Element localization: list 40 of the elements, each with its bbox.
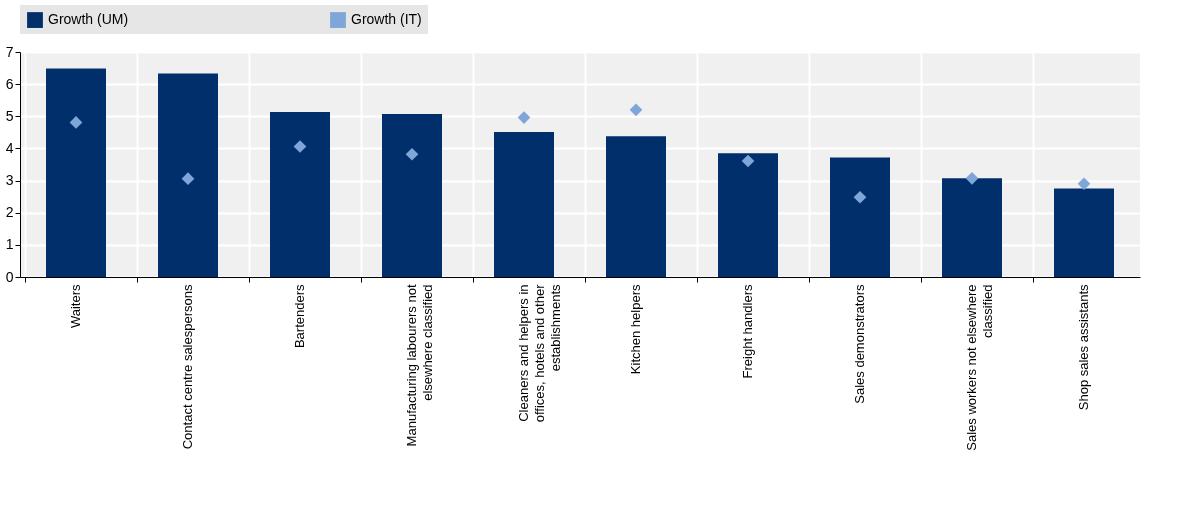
point [517,111,531,124]
point [181,172,195,185]
legend-label: Growth (IT) [351,11,422,28]
point [293,140,307,153]
x-tick-label: Sales demonstrators [852,284,867,404]
point [629,103,643,117]
bar [942,178,1002,277]
legend-label: Growth (UM) [48,11,129,28]
y-tick-label: 5 [5,107,14,124]
bar [270,112,330,277]
point [741,154,755,168]
bar [46,68,106,277]
y-tick-label: 7 [5,43,14,60]
bar [158,73,218,277]
bar [606,136,666,277]
x-tick-label: Manufacturing labourers not elsewhere classified [404,284,435,447]
bar [718,153,778,277]
point [1077,177,1091,191]
y-tick-label: 4 [5,139,14,156]
x-tick-label: Kitchen helpers [628,284,643,375]
y-tick-label: 1 [5,236,14,253]
bar [830,157,890,277]
bar [494,132,554,277]
y-tick-label: 0 [5,268,14,285]
x-tick-label: Waiters [68,284,83,329]
point [965,172,979,185]
y-tick-label: 3 [5,172,14,189]
bar [382,114,442,277]
point [853,190,867,204]
y-tick-label: 6 [5,75,14,92]
x-tick-label: Bartenders [292,284,307,349]
x-tick-label: Sales workers not elsewhere classified [964,284,995,451]
x-tick-label: Shop sales assistants [1076,284,1091,411]
x-tick-label: Contact centre salespersons [180,284,195,450]
x-tick-label: Cleaners and helpers in offices, hotels and other establishments [516,283,563,423]
x-tick-label: Freight handlers [740,284,755,379]
point [69,116,83,129]
bar [1054,188,1114,277]
point [405,147,419,161]
y-tick-label: 2 [5,204,14,221]
